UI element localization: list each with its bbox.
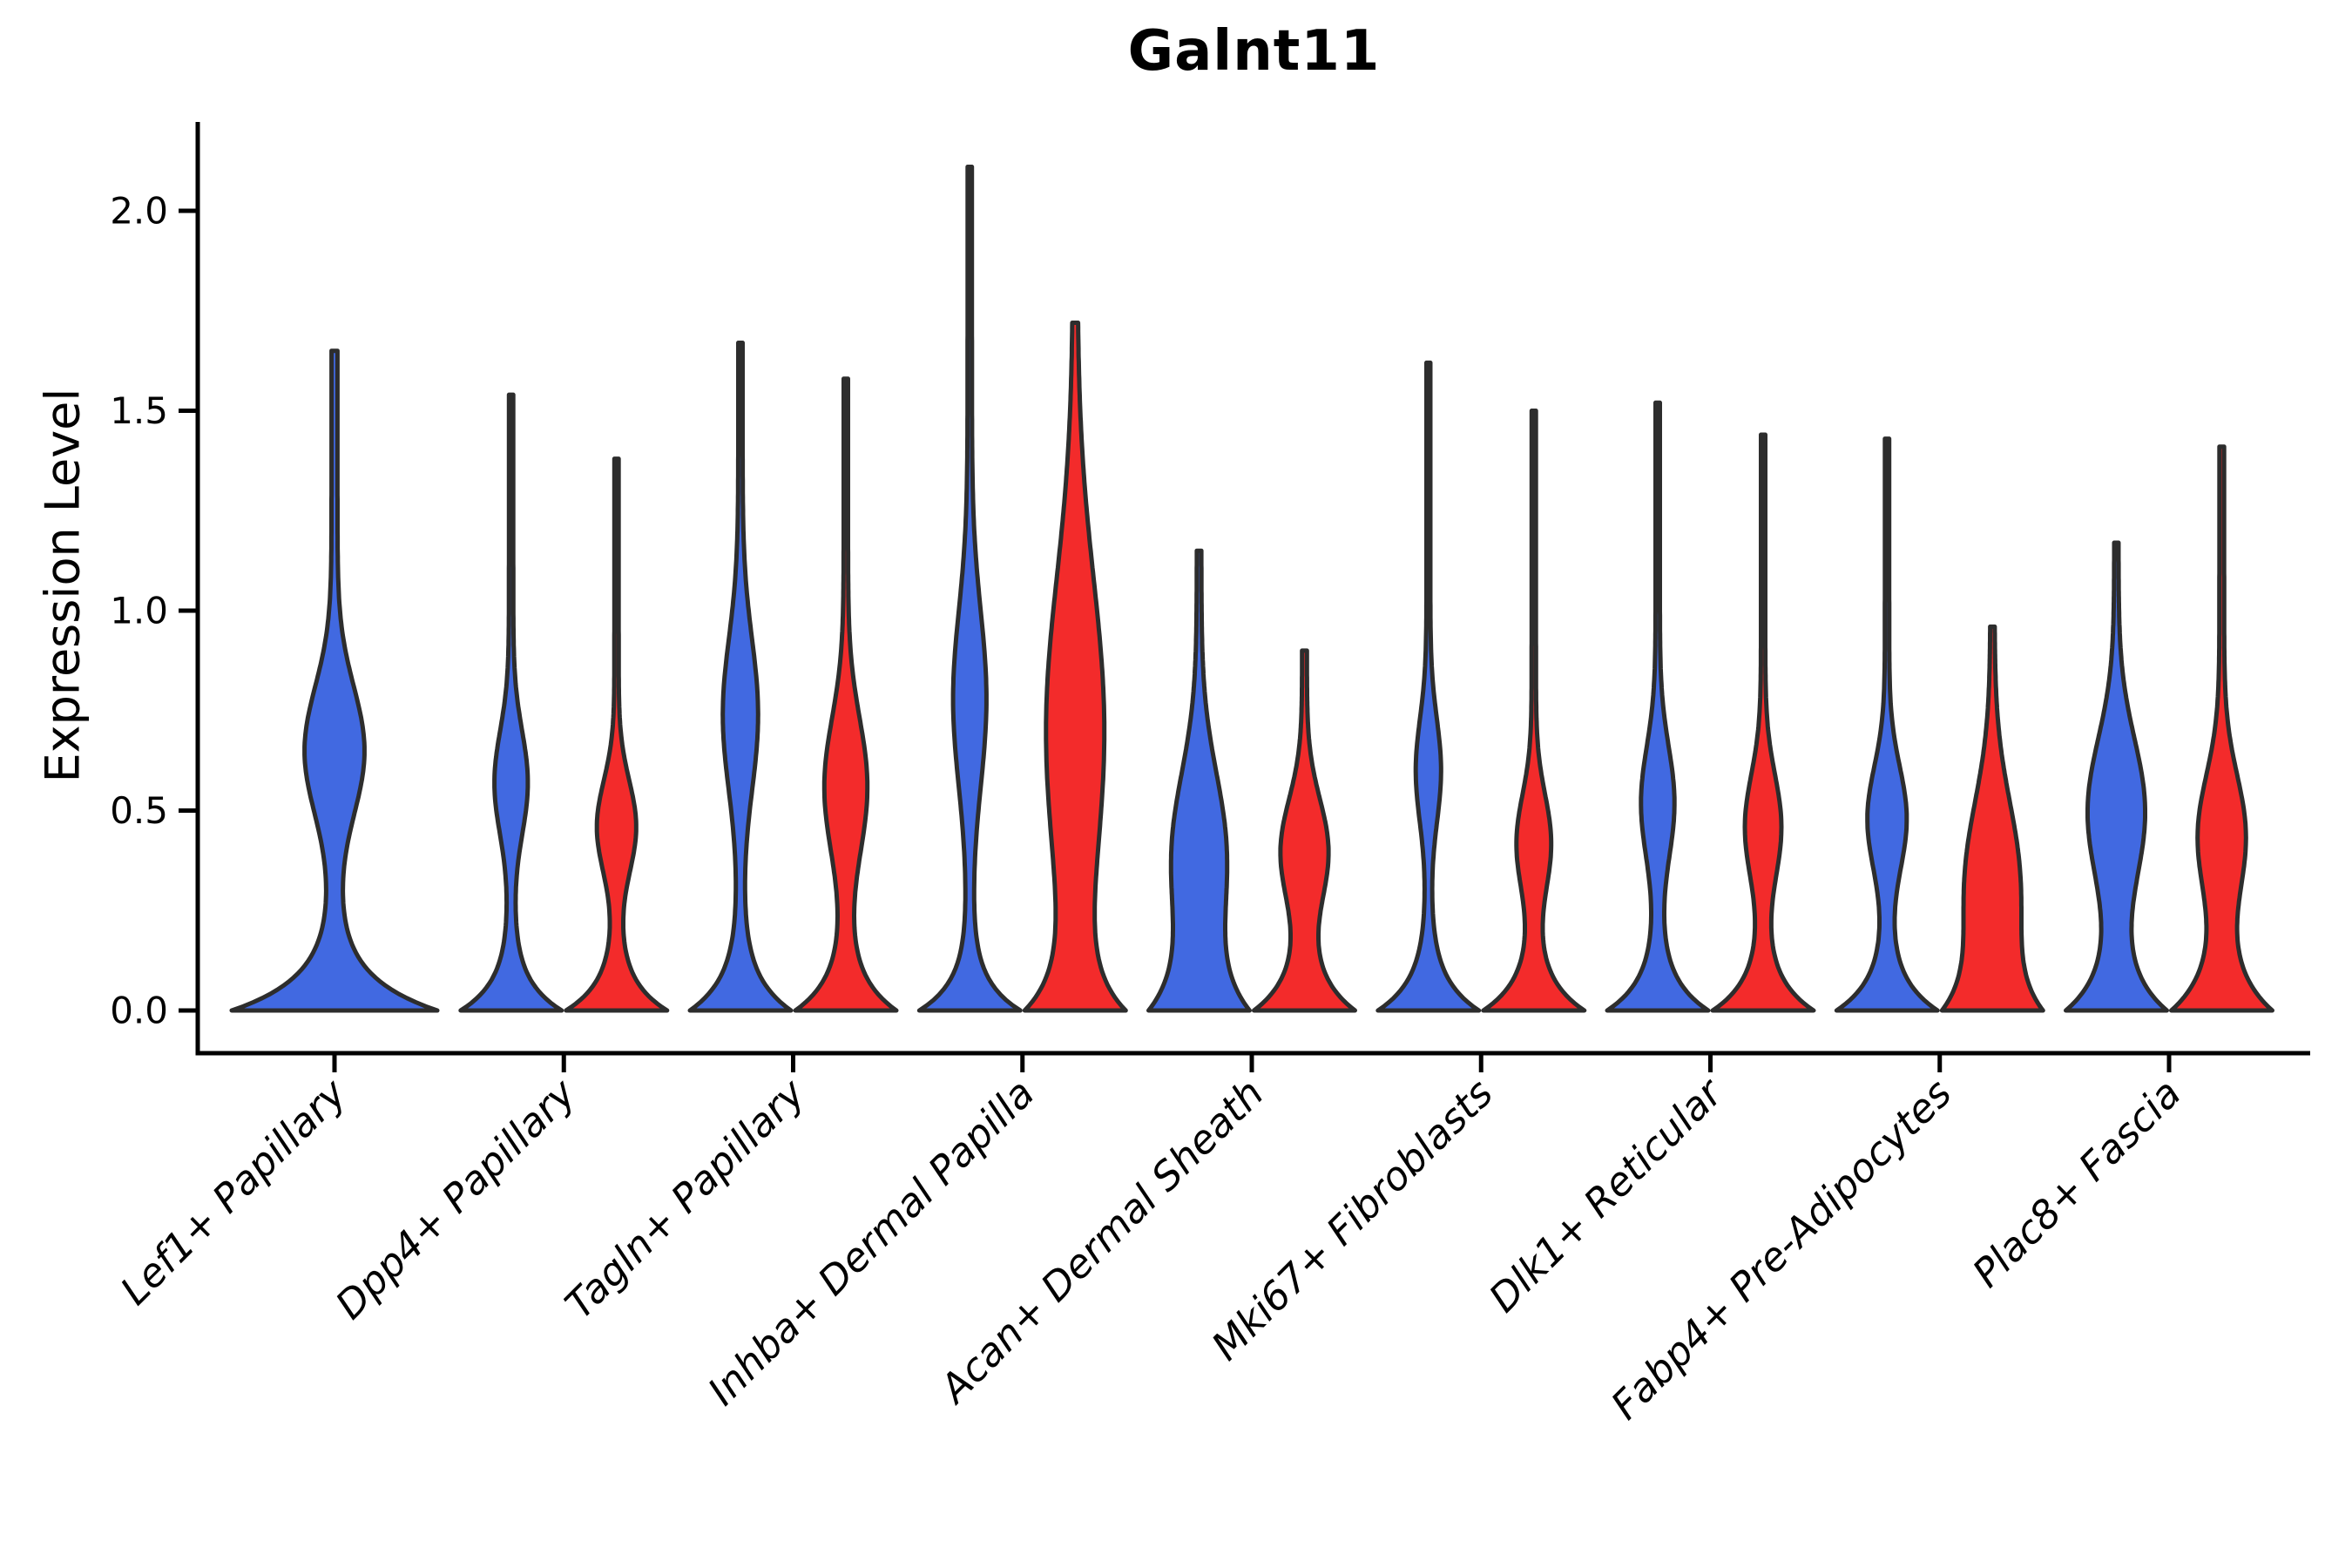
- violin-fabp4-red: [1939, 624, 2045, 1013]
- y-axis-label: Expression Level: [35, 388, 91, 783]
- y-tick-label: 1.0: [110, 590, 168, 632]
- y-tick-label: 1.5: [110, 389, 168, 432]
- violin-lef1-blue: [229, 348, 440, 1013]
- x-tick-label: Plac8+ Fascia: [1963, 1070, 2190, 1296]
- violin-acan-red: [1252, 648, 1357, 1013]
- violin-plac8-blue: [2064, 540, 2169, 1013]
- chart-title: Galnt11: [1127, 19, 1381, 84]
- y-tick-label: 0.0: [110, 990, 168, 1032]
- violin-fabp4-blue: [1834, 436, 1940, 1013]
- x-tick-label: Dpp4+ Papillary: [327, 1069, 585, 1328]
- x-tick-label: Dlk1+ Reticular: [1480, 1069, 1733, 1321]
- violin-tagln-red: [793, 376, 899, 1013]
- violin-dlk1-red: [1710, 432, 1816, 1013]
- violin-acan-blue: [1146, 548, 1252, 1013]
- violin-dpp4-red: [564, 456, 670, 1013]
- x-tick-label: Lef1+ Papillary: [112, 1069, 356, 1314]
- y-tick-label: 2.0: [110, 190, 168, 233]
- violin-mki67-blue: [1375, 360, 1482, 1013]
- violin-inhba-blue: [916, 165, 1023, 1013]
- violin-dpp4-blue: [458, 392, 564, 1013]
- x-tick-label: Tagln+ Papillary: [556, 1069, 814, 1328]
- violin-plac8-red: [2169, 444, 2274, 1013]
- violin-dlk1-blue: [1605, 400, 1711, 1013]
- violin-inhba-red: [1022, 321, 1128, 1013]
- violin-tagln-blue: [687, 341, 794, 1013]
- y-tick-label: 0.5: [110, 789, 168, 832]
- violin-mki67-red: [1481, 409, 1587, 1013]
